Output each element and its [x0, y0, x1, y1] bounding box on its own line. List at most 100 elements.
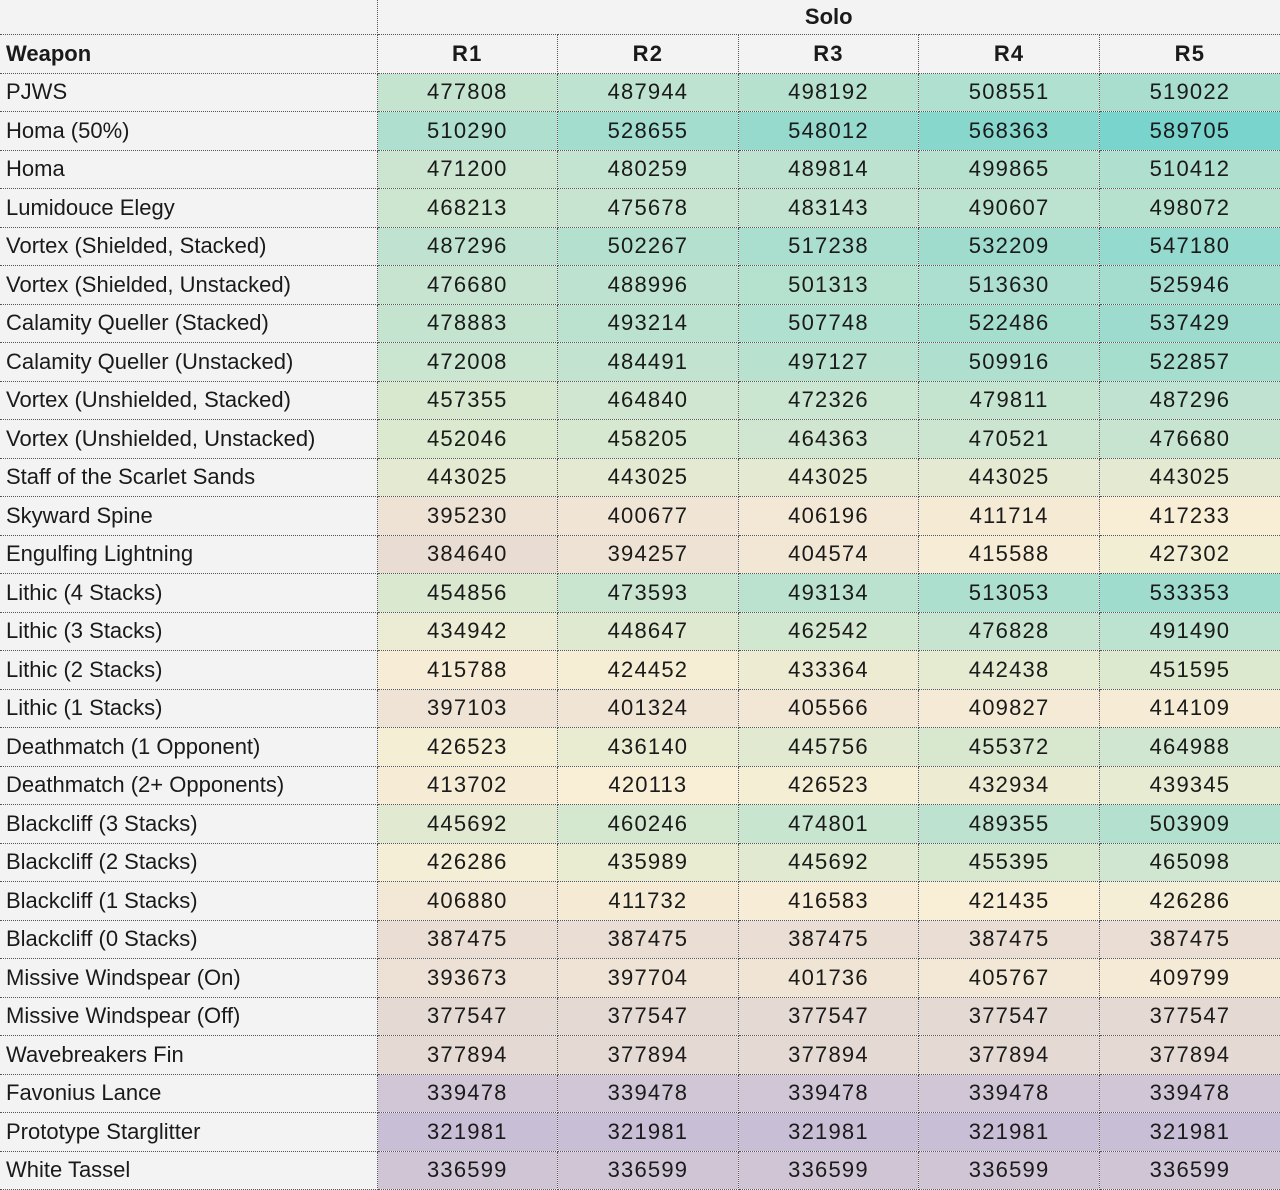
table-row: Homa 471200 480259 489814 499865 510412 [0, 150, 1280, 189]
damage-cell-r2: 460246 [557, 804, 739, 844]
damage-cell-r3: 497127 [738, 342, 920, 382]
damage-cell-r3: 336599 [738, 1151, 920, 1190]
damage-cell-r4: 470521 [918, 419, 1100, 459]
damage-cell-r2: 420113 [557, 766, 739, 805]
damage-cell-r3: 445692 [738, 843, 920, 882]
damage-cell-r2: 336599 [557, 1151, 739, 1190]
damage-cell-r4: 411714 [918, 496, 1100, 536]
damage-cell-r2: 484491 [557, 342, 739, 382]
damage-cell-r2: 377894 [557, 1035, 739, 1075]
weapon-name: PJWS [0, 73, 378, 112]
damage-cell-r4: 508551 [918, 73, 1100, 112]
damage-cell-r5: 503909 [1099, 804, 1280, 844]
table-row: Missive Windspear (On) 393673 397704 401736… [0, 958, 1280, 998]
damage-cell-r3: 443025 [738, 458, 920, 497]
damage-cell-r3: 377894 [738, 1035, 920, 1075]
weapon-name: Missive Windspear (Off) [0, 997, 378, 1036]
column-header-r4: R4 [918, 34, 1100, 74]
damage-cell-r1: 434942 [377, 612, 559, 651]
weapon-name: Homa [0, 150, 378, 189]
damage-cell-r3: 339478 [738, 1074, 920, 1113]
damage-cell-r5: 321981 [1099, 1112, 1280, 1152]
weapon-name: Engulfing Lightning [0, 535, 378, 574]
damage-cell-r2: 443025 [557, 458, 739, 497]
damage-cell-r4: 479811 [918, 381, 1100, 420]
damage-cell-r5: 464988 [1099, 727, 1280, 767]
group-header-solo: Solo [377, 0, 1280, 35]
damage-cell-r5: 427302 [1099, 535, 1280, 574]
table-row: Skyward Spine 395230 400677 406196 411714 417… [0, 496, 1280, 536]
damage-cell-r2: 435989 [557, 843, 739, 882]
damage-cell-r2: 377547 [557, 997, 739, 1036]
damage-cell-r2: 493214 [557, 304, 739, 343]
damage-cell-r4: 476828 [918, 612, 1100, 651]
damage-cell-r4: 532209 [918, 227, 1100, 266]
weapon-name: Vortex (Shielded, Unstacked) [0, 265, 378, 305]
damage-cell-r3: 474801 [738, 804, 920, 844]
damage-cell-r5: 387475 [1099, 920, 1280, 959]
damage-cell-r2: 436140 [557, 727, 739, 767]
damage-cell-r4: 387475 [918, 920, 1100, 959]
table-row: Vortex (Unshielded, Unstacked) 452046 4582… [0, 419, 1280, 459]
damage-cell-r4: 336599 [918, 1151, 1100, 1190]
damage-cell-r2: 400677 [557, 496, 739, 536]
weapon-name: Skyward Spine [0, 496, 378, 536]
damage-cell-r1: 384640 [377, 535, 559, 574]
damage-cell-r5: 547180 [1099, 227, 1280, 266]
table-row: Blackcliff (0 Stacks) 387475 387475 387475 3… [0, 920, 1280, 959]
damage-cell-r1: 395230 [377, 496, 559, 536]
weapon-name: Deathmatch (2+ Opponents) [0, 766, 378, 805]
damage-cell-r2: 397704 [557, 958, 739, 998]
damage-cell-r4: 432934 [918, 766, 1100, 805]
table-row: Lithic (2 Stacks) 415788 424452 433364 44243… [0, 650, 1280, 690]
weapon-name: Lithic (4 Stacks) [0, 573, 378, 613]
table-row: Missive Windspear (Off) 377547 377547 37754… [0, 997, 1280, 1036]
table-row: Favonius Lance 339478 339478 339478 339478 33… [0, 1074, 1280, 1113]
damage-cell-r2: 464840 [557, 381, 739, 420]
damage-cell-r3: 462542 [738, 612, 920, 651]
damage-cell-r1: 415788 [377, 650, 559, 690]
damage-cell-r2: 528655 [557, 111, 739, 151]
damage-cell-r2: 473593 [557, 573, 739, 613]
damage-cell-r3: 433364 [738, 650, 920, 690]
damage-cell-r3: 548012 [738, 111, 920, 151]
damage-cell-r4: 339478 [918, 1074, 1100, 1113]
damage-cell-r3: 489814 [738, 150, 920, 189]
table-row: Blackcliff (3 Stacks) 445692 460246 474801 4… [0, 804, 1280, 844]
damage-cell-r3: 445756 [738, 727, 920, 767]
damage-cell-r3: 387475 [738, 920, 920, 959]
damage-cell-r4: 455372 [918, 727, 1100, 767]
table-row: Staff of the Scarlet Sands 443025 443025 44… [0, 458, 1280, 497]
damage-cell-r2: 424452 [557, 650, 739, 690]
column-header-weapon: Weapon [0, 34, 378, 74]
damage-cell-r1: 471200 [377, 150, 559, 189]
damage-cell-r1: 487296 [377, 227, 559, 266]
damage-cell-r1: 443025 [377, 458, 559, 497]
damage-cell-r3: 426523 [738, 766, 920, 805]
weapon-name: Blackcliff (2 Stacks) [0, 843, 378, 882]
table-row: Blackcliff (1 Stacks) 406880 411732 416583 4… [0, 881, 1280, 921]
damage-cell-r1: 452046 [377, 419, 559, 459]
damage-cell-r1: 477808 [377, 73, 559, 112]
damage-cell-r5: 426286 [1099, 881, 1280, 921]
corner-cell [0, 0, 378, 35]
column-header-r1: R1 [377, 34, 559, 74]
weapon-name: Blackcliff (0 Stacks) [0, 920, 378, 959]
table-row: Lithic (3 Stacks) 434942 448647 462542 47682… [0, 612, 1280, 651]
weapon-name: Favonius Lance [0, 1074, 378, 1113]
damage-cell-r3: 377547 [738, 997, 920, 1036]
damage-cell-r4: 522486 [918, 304, 1100, 343]
damage-cell-r5: 339478 [1099, 1074, 1280, 1113]
table-row: PJWS 477808 487944 498192 508551 519022 [0, 73, 1280, 112]
damage-cell-r2: 458205 [557, 419, 739, 459]
column-header-r5: R5 [1099, 34, 1280, 74]
damage-cell-r4: 513630 [918, 265, 1100, 305]
damage-cell-r1: 472008 [377, 342, 559, 382]
damage-cell-r1: 476680 [377, 265, 559, 305]
damage-cell-r5: 451595 [1099, 650, 1280, 690]
column-header-r2: R2 [557, 34, 739, 74]
table-row: Deathmatch (2+ Opponents) 413702 420113 426… [0, 766, 1280, 805]
weapon-name: Lithic (3 Stacks) [0, 612, 378, 651]
damage-cell-r1: 321981 [377, 1112, 559, 1152]
